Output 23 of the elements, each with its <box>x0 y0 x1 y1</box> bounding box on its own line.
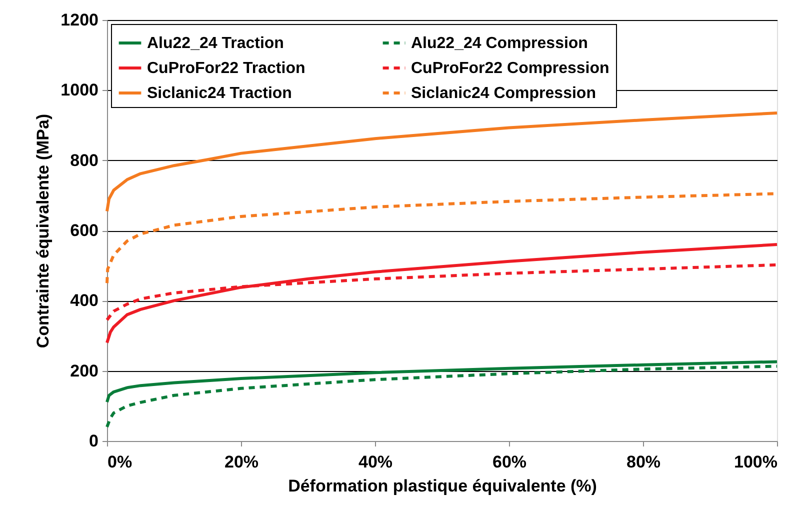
legend-label: Siclanic24 Compression <box>411 85 596 102</box>
y-tick-label: 800 <box>70 150 98 170</box>
line-series <box>106 111 778 213</box>
legend-label: CuProFor22 Compression <box>411 60 610 77</box>
legend-label: CuProFor22 Traction <box>147 60 306 77</box>
x-tick-label: 60% <box>492 452 527 472</box>
legend-label: Alu22_24 Compression <box>411 35 588 52</box>
x-tick-label: 20% <box>224 452 259 472</box>
x-tick-label: 100% <box>734 452 778 472</box>
y-tick-label: 400 <box>70 291 98 310</box>
x-axis-title: Déformation plastique équivalente (%) <box>288 476 597 496</box>
y-tick-label: 1200 <box>60 10 98 30</box>
legend-label: Siclanic24 Traction <box>147 85 292 102</box>
line-series <box>106 243 778 344</box>
y-axis-title: Contrainte équivalente (MPa) <box>34 114 53 348</box>
x-tick-label: 40% <box>358 452 393 472</box>
y-tick-label: 1000 <box>60 80 98 100</box>
x-tick-label: 80% <box>626 452 661 472</box>
y-tick-label: 600 <box>70 221 98 240</box>
legend-label: Alu22_24 Traction <box>147 35 284 52</box>
y-tick-label: 200 <box>70 361 98 380</box>
x-tick-label: 0% <box>108 452 132 472</box>
y-tick-label: 0 <box>89 432 98 450</box>
